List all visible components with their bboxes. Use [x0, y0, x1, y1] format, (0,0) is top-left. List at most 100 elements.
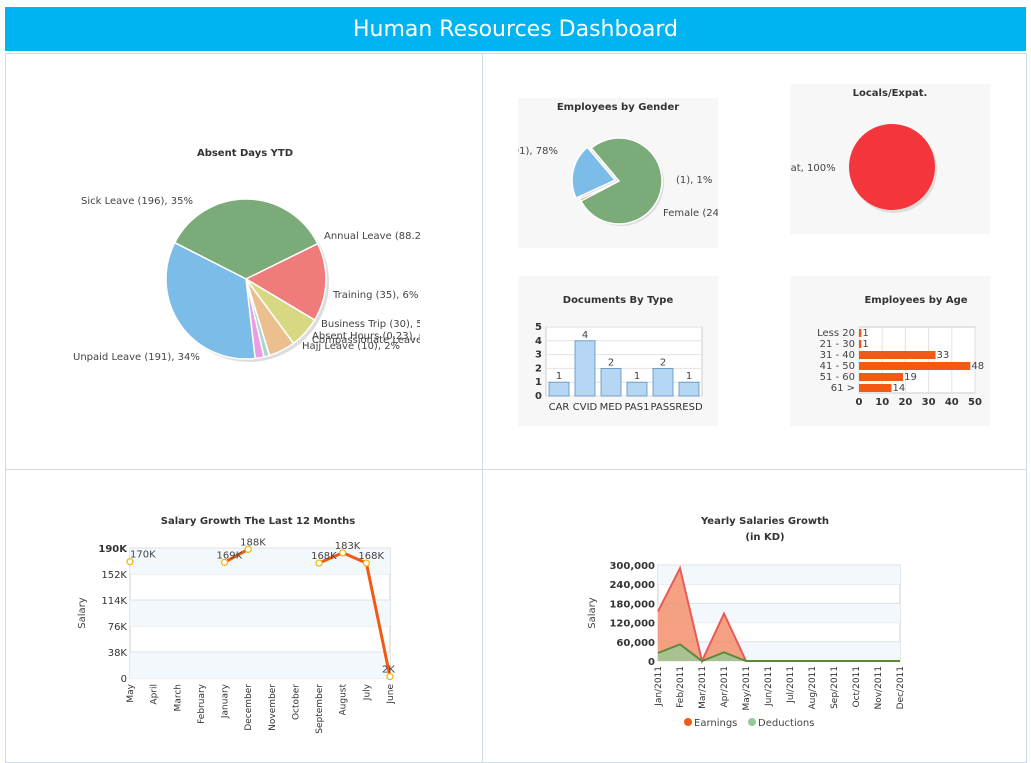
pie-label: Training (35), 6% — [332, 290, 418, 301]
band — [658, 565, 900, 585]
data-label: 1 — [686, 371, 692, 382]
series-line — [364, 562, 392, 677]
pie-slice — [849, 124, 935, 210]
y-tick-label: 38K — [108, 648, 128, 659]
legend-label: Deductions — [758, 718, 814, 729]
card-documents: Documents By Type 0 1 2 3 4 5 1 CAR 4 CVID 2 MED 1 PAS… — [518, 276, 718, 426]
data-point — [315, 559, 323, 567]
y-tick-label: 31 - 40 — [820, 350, 855, 361]
pie-slice — [579, 137, 663, 225]
bar — [600, 368, 622, 397]
x-tick-label: Mar/2011 — [698, 666, 708, 709]
y-tick-label: 21 - 30 — [820, 339, 855, 350]
bar — [859, 340, 862, 348]
band — [130, 548, 390, 574]
pie-label: Annual Leave (88.2 — [324, 231, 420, 242]
x-tick-label: 40 — [945, 397, 959, 408]
y-axis-label: Salary — [77, 597, 88, 628]
chart-title: Employees by Age — [864, 295, 967, 306]
x-tick-label: Jan/2011 — [654, 666, 664, 707]
documents-chart: Documents By Type 0 1 2 3 4 5 1 CAR 4 CVID 2 MED 1 PAS… — [535, 295, 703, 413]
x-tick-label: Sep/2011 — [830, 666, 840, 709]
y-tick-label: 0 — [121, 674, 127, 685]
x-tick-label: MED — [600, 402, 623, 413]
y-tick-label: 61 > — [831, 383, 855, 394]
x-tick-label: Dec/2011 — [896, 666, 906, 709]
x-tick-label: 50 — [968, 397, 982, 408]
data-label: 170K — [130, 550, 156, 561]
bar — [678, 381, 700, 397]
x-tick-label: October — [291, 684, 301, 720]
pie-slice — [571, 146, 617, 200]
x-tick-label: 20 — [898, 397, 912, 408]
y-tick-label: 190K — [98, 544, 128, 555]
chart-title: Yearly Salaries Growth — [700, 516, 829, 527]
x-tick-label: CAR — [549, 402, 570, 413]
bar — [652, 368, 674, 397]
pie-label: Expat, 100% — [790, 163, 836, 174]
chart-subtitle: (in KD) — [745, 532, 784, 543]
bar — [626, 381, 648, 397]
data-label: 2 — [608, 357, 614, 368]
data-label: 169K — [217, 550, 243, 561]
x-tick-label: Aug/2011 — [808, 666, 818, 710]
pie-label: Sick Leave (196), 35% — [81, 196, 193, 207]
series-area — [658, 644, 900, 661]
salary-growth-chart: Salary Growth The Last 12 Months 0 38K 76K 1… — [77, 516, 396, 734]
series-line — [223, 548, 249, 564]
y-tick-label: 152K — [101, 570, 127, 581]
data-label: 48 — [971, 361, 984, 372]
data-point — [126, 558, 134, 566]
band — [130, 600, 390, 626]
data-point — [362, 559, 370, 567]
x-tick-label: February — [197, 683, 207, 724]
x-tick-label: RESD — [675, 402, 703, 413]
absent-days-chart: Absent Days YTD Sick Leave (196), 35% Annu… — [73, 148, 420, 363]
pie-label: Female (24 — [663, 208, 718, 219]
x-tick-label: May/2011 — [742, 666, 752, 711]
y-tick-label: 300,000 — [609, 561, 655, 572]
bar — [859, 351, 936, 359]
y-tick-label: Less 20 — [817, 328, 855, 339]
x-tick-label: Jul/2011 — [786, 666, 796, 704]
y-tick-label: 2 — [535, 363, 542, 374]
data-label: 14 — [892, 383, 905, 394]
legend-marker — [748, 718, 756, 726]
bar — [859, 373, 904, 381]
x-tick-label: Oct/2011 — [852, 666, 862, 708]
y-tick-label: 60,000 — [616, 638, 655, 649]
y-tick-label: 1 — [535, 377, 542, 388]
data-label: 1 — [556, 371, 562, 382]
x-tick-label: April — [150, 684, 160, 705]
pie-slice — [173, 198, 319, 280]
data-label: 1 — [862, 339, 868, 350]
data-label: 4 — [582, 330, 588, 341]
pie-slice — [165, 241, 256, 360]
x-tick-label: June — [386, 684, 396, 705]
x-tick-label: May — [126, 683, 136, 702]
x-tick-label: Apr/2011 — [720, 666, 730, 708]
age-chart: Employees by Age 0 10 20 30 40 50 1 Less 20 1 21 -… — [817, 295, 984, 408]
x-tick-label: December — [244, 684, 254, 731]
plot-area — [858, 326, 976, 394]
data-label: 1 — [634, 371, 640, 382]
pie-label: Unpaid Leave (191), 34% — [73, 352, 200, 363]
data-label: 1 — [862, 328, 868, 339]
band — [130, 652, 390, 678]
chart-title: Employees by Gender — [557, 102, 679, 113]
pie-label: Compassionate Leave — [312, 335, 420, 346]
y-tick-label: 120,000 — [609, 619, 655, 630]
bar — [859, 329, 862, 337]
locals-chart: Locals/Expat. Expat, 100% — [790, 88, 937, 213]
dashboard-header: Human Resources Dashboard — [5, 7, 1026, 51]
y-tick-label: 51 - 60 — [820, 372, 855, 383]
x-tick-label: November — [268, 684, 278, 731]
chart-title: Locals/Expat. — [853, 88, 928, 99]
pie-label: (1), 1% — [676, 175, 712, 186]
data-label: 168K — [358, 551, 384, 562]
series-line — [657, 643, 900, 663]
y-tick-label: 41 - 50 — [820, 361, 855, 372]
bar — [859, 362, 971, 370]
x-tick-label: Nov/2011 — [874, 666, 884, 710]
plot-area — [545, 326, 703, 397]
